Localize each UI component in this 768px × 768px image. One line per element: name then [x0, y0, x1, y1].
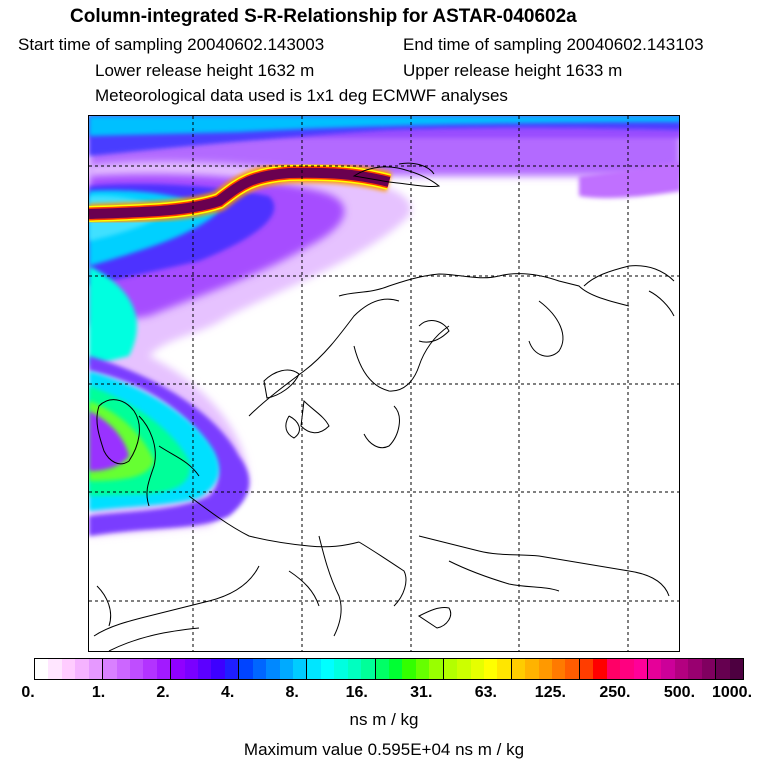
colorbar-swatch	[552, 659, 566, 679]
colorbar-swatch	[156, 659, 172, 679]
colorbar-swatch	[361, 659, 376, 679]
end-time-label: End time of sampling 20040602.143103	[403, 35, 704, 54]
colorbar-swatch	[429, 659, 444, 679]
colorbar-tick-label: 4.	[220, 684, 235, 701]
colorbar-tick-label: 2.	[156, 684, 170, 701]
lower-height-label: Lower release height 1632 m	[95, 61, 315, 80]
colorbar-swatch	[252, 659, 267, 679]
maximum-value-label: Maximum value 0.595E+04 ns m / kg	[243, 740, 525, 759]
colorbar-swatch	[483, 659, 498, 679]
colorbar-swatch	[293, 659, 308, 679]
colorbar-swatch	[307, 659, 321, 679]
coastlines	[93, 162, 675, 651]
colorbar-tick-label: 31.	[410, 684, 433, 701]
colorbar-swatch	[511, 659, 526, 679]
colorbar-swatch	[48, 659, 62, 679]
colorbar-tick-label: 8.	[285, 684, 299, 701]
colorbar-swatch	[88, 659, 104, 679]
colorbar-tick-label: 125.	[534, 684, 566, 701]
colorbar-swatch	[470, 659, 484, 679]
colorbar-swatch	[415, 659, 430, 679]
upper-height-label: Upper release height 1633 m	[403, 61, 623, 80]
colorbar-swatch	[224, 659, 240, 679]
colorbar-tick-label: 1.	[91, 684, 106, 701]
colorbar-units: ns m / kg	[349, 710, 419, 729]
colorbar-swatch	[239, 659, 253, 679]
plume-arc	[89, 356, 250, 536]
colorbar-swatch	[729, 659, 743, 679]
colorbar-swatch	[688, 659, 702, 679]
colorbar	[34, 658, 744, 680]
colorbar-swatch	[457, 659, 471, 679]
colorbar-swatch	[211, 659, 225, 679]
colorbar-tick-label: 500.	[663, 684, 696, 701]
colorbar-swatch	[701, 659, 717, 679]
colorbar-swatch	[565, 659, 580, 679]
colorbar-swatch	[75, 659, 89, 679]
colorbar-swatch	[116, 659, 130, 679]
colorbar-tick-label: 63.	[474, 684, 497, 701]
colorbar-tick-label: 250.	[599, 684, 631, 701]
colorbar-swatch	[143, 659, 157, 679]
colorbar-swatch	[347, 659, 362, 679]
colorbar-swatch	[388, 659, 403, 679]
colorbar-swatch	[606, 659, 621, 679]
colorbar-swatch	[334, 659, 348, 679]
colorbar-swatch	[593, 659, 607, 679]
map-panel	[88, 115, 680, 652]
colorbar-swatch	[443, 659, 458, 679]
colorbar-swatch	[320, 659, 335, 679]
colorbar-swatch	[538, 659, 553, 679]
colorbar-swatch	[103, 659, 117, 679]
colorbar-tick-label: 16.	[345, 684, 368, 701]
colorbar-swatch	[129, 659, 144, 679]
map-svg	[89, 116, 679, 651]
colorbar-swatch	[497, 659, 512, 679]
colorbar-swatch	[633, 659, 648, 679]
colorbar-swatch	[279, 659, 294, 679]
colorbar-swatch	[35, 659, 49, 679]
colorbar-swatch	[61, 659, 76, 679]
colorbar-tick-label: 0.	[21, 684, 35, 701]
colorbar-swatch	[661, 659, 675, 679]
colorbar-swatch	[525, 659, 539, 679]
start-time-label: Start time of sampling 20040602.143003	[18, 35, 325, 54]
colorbar-swatch	[184, 659, 199, 679]
colorbar-swatch	[375, 659, 389, 679]
colorbar-swatch	[716, 659, 730, 679]
colorbar-swatch	[674, 659, 689, 679]
colorbar-swatch	[171, 659, 185, 679]
colorbar-swatch	[579, 659, 594, 679]
colorbar-swatch	[620, 659, 634, 679]
colorbar-swatch	[402, 659, 416, 679]
map-grid	[89, 116, 679, 651]
plot-title: Column-integrated S-R-Relationship for A…	[70, 6, 577, 27]
colorbar-swatch	[266, 659, 280, 679]
met-data-label: Meteorological data used is 1x1 deg ECMW…	[95, 86, 508, 105]
colorbar-tick-label: 1000.	[711, 684, 753, 701]
colorbar-swatch	[198, 659, 212, 679]
plume-core-track	[89, 162, 392, 224]
colorbar-swatch	[647, 659, 662, 679]
